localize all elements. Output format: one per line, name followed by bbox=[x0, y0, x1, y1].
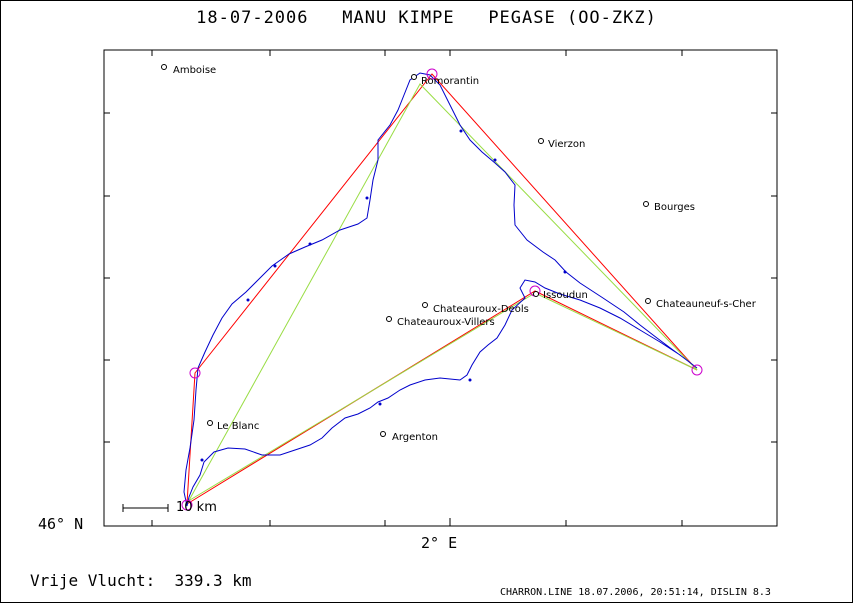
town-label-amboise: Amboise bbox=[173, 65, 217, 76]
town-marker-argenton bbox=[380, 431, 386, 437]
task-line-green bbox=[186, 83, 698, 505]
town-label-vierzon: Vierzon bbox=[548, 139, 586, 150]
town-label-le-blanc: Le Blanc bbox=[217, 421, 260, 432]
longitude-label: 2° E bbox=[421, 534, 458, 552]
distance-summary: Vrije Vlucht: 339.3 km bbox=[30, 571, 252, 590]
page-title: 18-07-2006 MANU KIMPE PEGASE (OO-ZKZ) bbox=[0, 8, 853, 28]
footer-info: CHARRON.LINE 18.07.2006, 20:51:14, DISLI… bbox=[500, 587, 771, 598]
top-ticks bbox=[151, 50, 683, 56]
town-marker-romorantin bbox=[411, 74, 417, 80]
scale-bar bbox=[122, 504, 169, 512]
turnpoint-3 bbox=[691, 364, 703, 376]
distance-label: Vrije Vlucht: bbox=[30, 571, 156, 590]
plot-frame bbox=[103, 49, 778, 527]
left-ticks bbox=[104, 112, 110, 443]
town-label-chateauneuf: Chateauneuf-s-Cher bbox=[656, 299, 756, 310]
town-label-argenton: Argenton bbox=[392, 432, 438, 443]
track-markers bbox=[200, 129, 567, 462]
right-ticks bbox=[771, 112, 777, 443]
town-label-issoudun: Issoudun bbox=[543, 290, 588, 301]
town-label-bourges: Bourges bbox=[654, 202, 695, 213]
town-label-chateauroux-deols: Chateauroux-Deols bbox=[433, 304, 529, 315]
latitude-label: 46° N bbox=[38, 515, 84, 533]
pilot-name: MANU KIMPE bbox=[342, 8, 455, 28]
distance-value: 339.3 km bbox=[174, 571, 252, 590]
town-marker-amboise bbox=[161, 64, 167, 70]
town-marker-chateauroux-deols bbox=[422, 302, 428, 308]
turnpoint-1 bbox=[189, 367, 201, 379]
town-marker-le-blanc bbox=[207, 420, 213, 426]
town-markers bbox=[161, 64, 651, 437]
town-label-chateauroux-villers: Chateauroux-Villers bbox=[397, 317, 495, 328]
town-marker-issoudun bbox=[533, 291, 539, 297]
town-marker-bourges bbox=[643, 201, 649, 207]
flight-track bbox=[183, 72, 698, 507]
turnpoints bbox=[181, 68, 703, 511]
glider-name: PEGASE (OO-ZKZ) bbox=[488, 8, 657, 28]
town-marker-chateauroux-villers bbox=[386, 316, 392, 322]
task-line-red bbox=[186, 73, 698, 505]
scale-bar-label: 10 km bbox=[176, 500, 217, 515]
bottom-ticks bbox=[151, 518, 683, 526]
flight-date: 18-07-2006 bbox=[196, 8, 309, 28]
town-marker-chateauneuf bbox=[645, 298, 651, 304]
town-label-romorantin: Romorantin bbox=[421, 76, 480, 87]
turnpoint-start bbox=[181, 499, 193, 511]
turnpoint-2 bbox=[426, 68, 438, 80]
town-marker-vierzon bbox=[538, 138, 544, 144]
